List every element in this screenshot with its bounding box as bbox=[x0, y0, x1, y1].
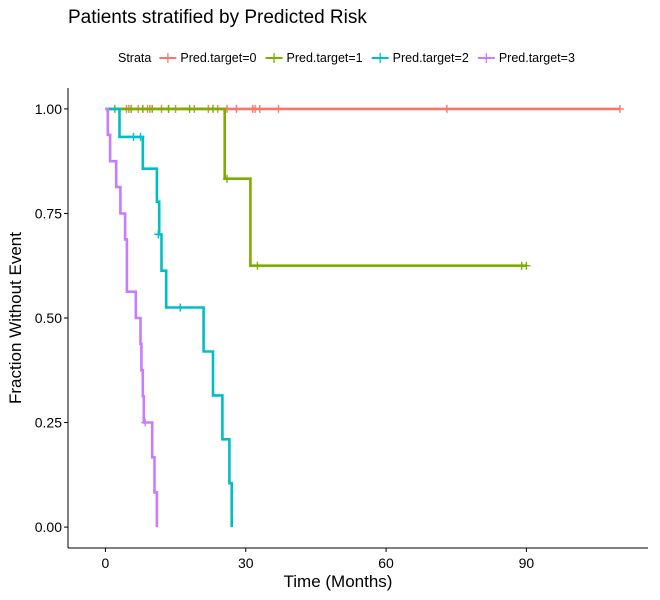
legend-label: Pred.target=0 bbox=[180, 51, 256, 65]
x-axis-title: Time (Months) bbox=[284, 572, 393, 591]
x-tick-label: 0 bbox=[102, 555, 110, 571]
legend-title: Strata bbox=[118, 51, 151, 65]
x-tick-label: 90 bbox=[519, 555, 535, 571]
y-axis-title: Fraction Without Event bbox=[6, 232, 25, 404]
censor-mark bbox=[615, 104, 624, 113]
censor-mark bbox=[442, 104, 451, 113]
censor-mark bbox=[136, 132, 145, 141]
censor-mark bbox=[253, 261, 262, 270]
censor-mark bbox=[148, 104, 157, 113]
y-ticks: 0.00 0.25 0.50 0.75 1.00 bbox=[35, 101, 68, 535]
censor-mark bbox=[185, 104, 194, 113]
legend-key-pred-target-0 bbox=[159, 53, 177, 63]
legend: Strata Pred.target=0 Pred.target=1 Pred.ta… bbox=[118, 51, 575, 65]
chart-title: Patients stratified by Predicted Risk bbox=[68, 7, 367, 28]
censor-mark bbox=[274, 104, 283, 113]
y-tick-label: 0.50 bbox=[35, 310, 62, 326]
series-line-pred-target-1 bbox=[105, 107, 527, 268]
censor-mark bbox=[176, 303, 185, 312]
axes: 0.00 0.25 0.50 0.75 1.00 0 30 60 90 bbox=[35, 88, 648, 571]
plot-series bbox=[105, 104, 624, 528]
y-tick-label: 1.00 bbox=[35, 101, 62, 117]
censor-mark bbox=[154, 230, 163, 239]
censor-mark bbox=[164, 104, 173, 113]
legend-label: Pred.target=1 bbox=[287, 51, 363, 65]
censor-mark bbox=[127, 104, 136, 113]
y-tick-label: 0.00 bbox=[35, 519, 62, 535]
y-tick-label: 0.25 bbox=[35, 415, 62, 431]
censor-mark bbox=[522, 261, 531, 270]
censor-mark bbox=[255, 104, 264, 113]
legend-label: Pred.target=2 bbox=[393, 51, 469, 65]
x-tick-label: 30 bbox=[238, 555, 254, 571]
legend-key-pred-target-2 bbox=[371, 53, 389, 63]
censor-mark bbox=[223, 174, 232, 183]
legend-label: Pred.target=3 bbox=[499, 51, 575, 65]
series-line-pred-target-2 bbox=[105, 107, 233, 528]
x-ticks: 0 30 60 90 bbox=[102, 548, 535, 571]
legend-key-pred-target-1 bbox=[265, 53, 283, 63]
censor-mark bbox=[232, 104, 241, 113]
censor-mark bbox=[141, 418, 150, 427]
censor-mark bbox=[138, 104, 147, 113]
y-tick-label: 0.75 bbox=[35, 205, 62, 221]
x-tick-label: 60 bbox=[378, 555, 394, 571]
legend-key-pred-target-3 bbox=[477, 53, 495, 63]
censor-mark bbox=[209, 104, 217, 113]
censor-mark bbox=[129, 132, 138, 141]
series-line-pred-target-3 bbox=[105, 107, 159, 528]
